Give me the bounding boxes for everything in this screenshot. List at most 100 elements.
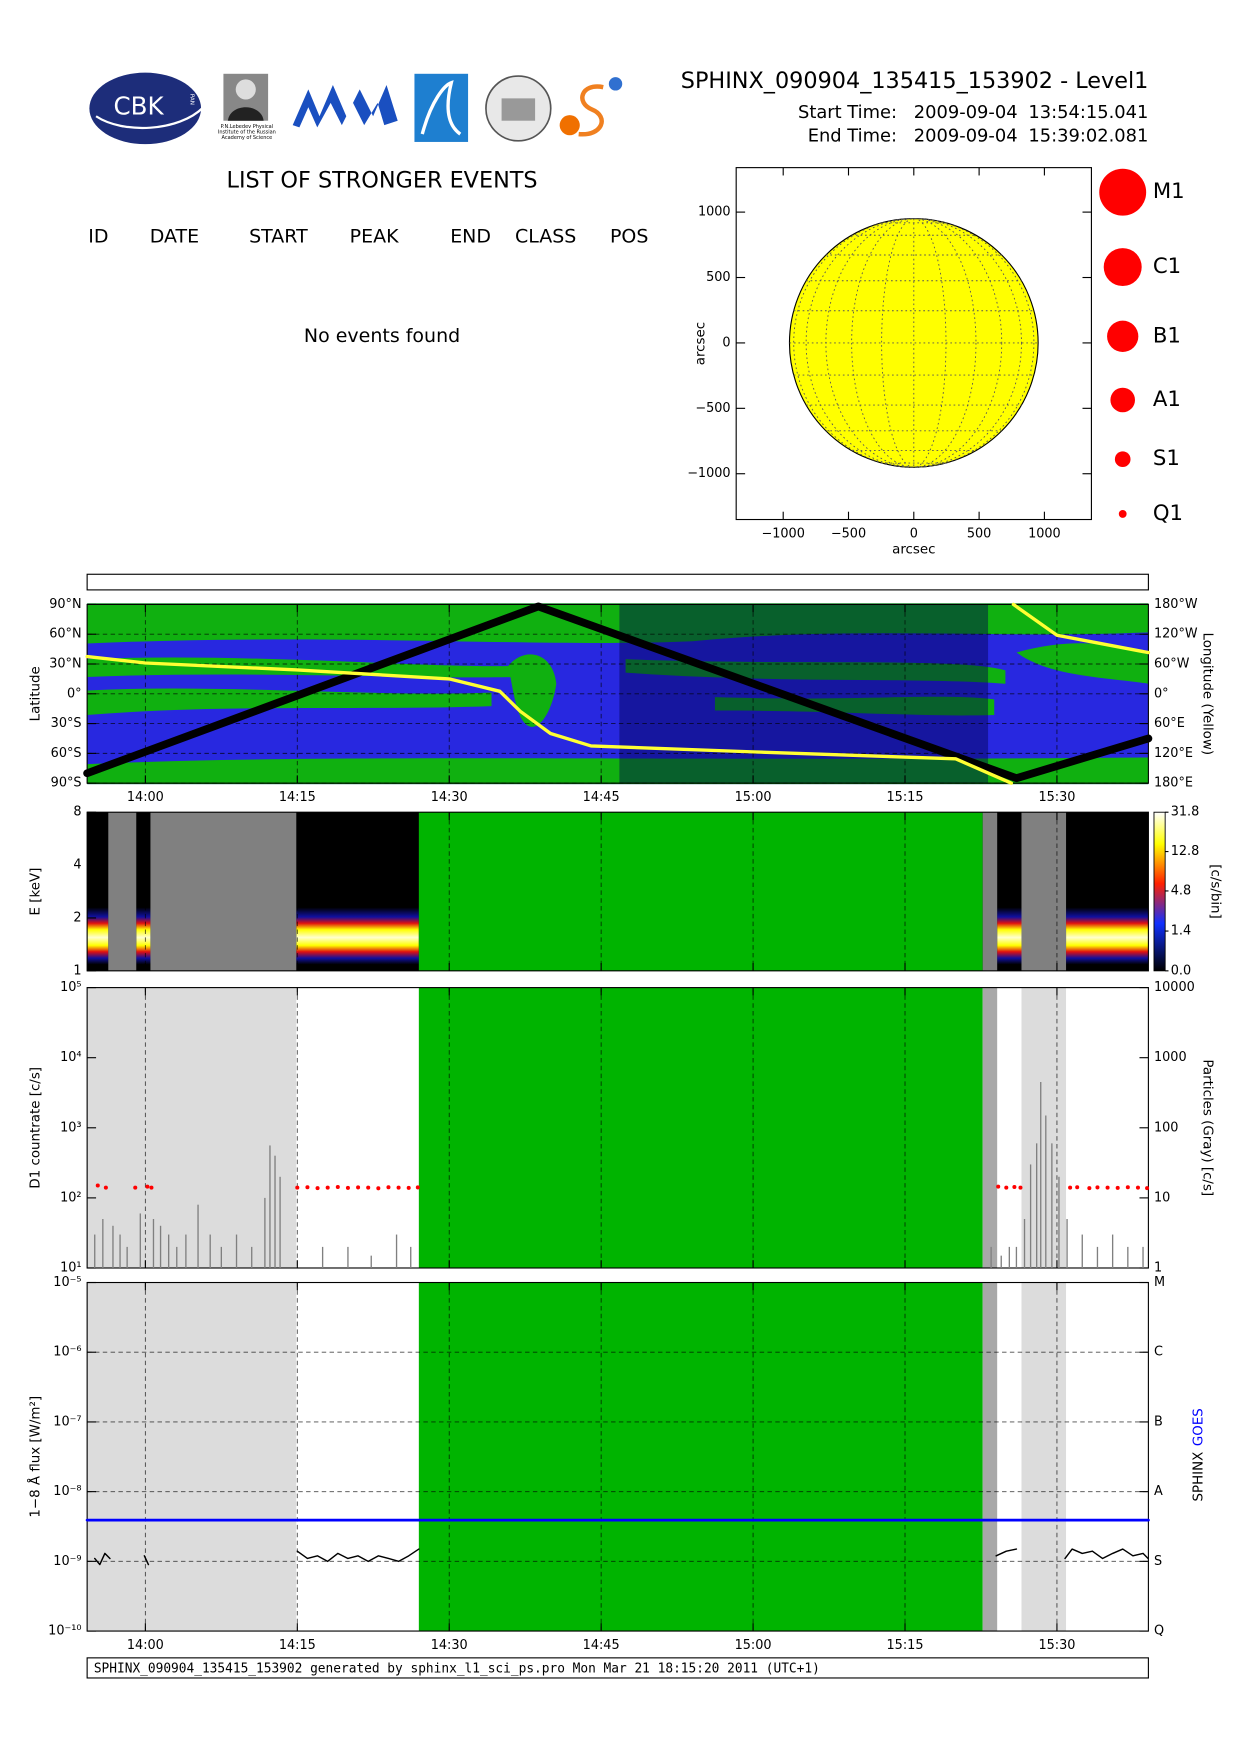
y2-tick-label: 180°W	[1154, 597, 1198, 612]
events-message: No events found	[304, 325, 460, 347]
colorbar-label: 4.8	[1171, 883, 1191, 898]
x-tick-label: 14:45	[583, 1638, 620, 1653]
end-label: End Time:	[808, 125, 897, 146]
lebedev-caption: Academy of Science	[222, 135, 273, 141]
spectrum-interval	[1066, 812, 1149, 971]
data-point	[1075, 1185, 1080, 1190]
spectrum-interval	[136, 812, 151, 971]
plot-frame	[86, 603, 1149, 784]
y-tick-label: 1	[73, 963, 81, 978]
legend-entry: SPHINX	[1192, 1452, 1207, 1502]
y2-tick-label: 1000	[1154, 1050, 1187, 1065]
coverage-interval	[108, 812, 137, 971]
mifi-logo	[292, 84, 398, 128]
coverage-interval	[982, 1282, 998, 1632]
y-axis-label: D1 countrate [c/s]	[29, 1067, 44, 1189]
legend-marker	[1110, 387, 1135, 413]
spectrum-interval	[87, 812, 109, 971]
data-point	[1145, 1186, 1150, 1191]
y-axis-label: arcsec	[693, 322, 708, 365]
data-point	[1135, 1185, 1140, 1190]
map-land	[87, 603, 1149, 644]
legend-label: S1	[1153, 446, 1180, 471]
x-tick-label: 14:30	[431, 1638, 468, 1653]
disk-meridian	[793, 218, 1035, 468]
y-tick-label: 60°N	[49, 627, 81, 642]
end-time: 15:39:02.081	[1028, 125, 1148, 146]
column-header: END	[450, 225, 491, 247]
x-tick-label: 15:30	[1038, 1638, 1075, 1653]
file-title: SPHINX_090904_135415_153902 - Level1	[681, 68, 1149, 94]
x-tick-label: 1000	[1028, 527, 1061, 542]
coverage-interval	[418, 1282, 983, 1632]
data-line	[94, 1548, 1149, 1566]
y2-tick-label: 60°E	[1154, 716, 1185, 731]
x-axis-label: arcsec	[892, 543, 935, 558]
data-line	[83, 602, 1153, 783]
colorbar	[1153, 811, 1166, 972]
y-tick-label: 10⁻⁹	[53, 1554, 81, 1569]
disk-meridian	[805, 218, 1022, 468]
legend-marker	[1118, 510, 1127, 518]
coverage-interval	[418, 987, 983, 1268]
s-logo	[578, 84, 604, 137]
coverage-interval	[418, 812, 983, 971]
map-land	[625, 659, 1006, 684]
y-tick-label: 10⁻⁸	[53, 1484, 81, 1499]
y2-axis-label: Longitude (Yellow)	[1200, 633, 1215, 756]
plot-frame	[86, 1281, 1149, 1632]
y2-tick-label: 1	[1154, 1260, 1162, 1275]
events-title: LIST OF STRONGER EVENTS	[227, 168, 538, 194]
y2-tick-label: 60°W	[1154, 657, 1190, 672]
data-point	[295, 1185, 300, 1190]
x-tick-label: 14:00	[127, 790, 164, 805]
s-logo-sun	[559, 115, 580, 136]
cbk-swoosh	[95, 106, 205, 130]
coverage-interval	[982, 987, 998, 1268]
x-tick-label: 500	[967, 527, 992, 542]
y-tick-label: 30°S	[51, 716, 82, 731]
x-tick-label: 0	[910, 527, 918, 542]
start-date: 2009-09-04	[914, 102, 1018, 123]
legend-label: A1	[1153, 387, 1181, 412]
plot-frame	[735, 167, 1092, 521]
legend: SPHINX GOES	[1192, 1408, 1207, 1501]
column-header: START	[249, 225, 308, 247]
x-tick-label: 15:00	[735, 790, 772, 805]
lebedev-face	[235, 79, 256, 100]
y-tick-label: 10⁻⁷	[53, 1414, 81, 1429]
y-tick-label: 10⁻⁵	[53, 1275, 81, 1290]
data-point	[1004, 1185, 1009, 1190]
lebedev-caption: Institute of the Russian	[218, 129, 276, 135]
y2-tick-label: 0°	[1154, 686, 1169, 701]
empty-bar	[86, 573, 1149, 591]
x-tick-label: 15:15	[887, 790, 924, 805]
logos: CBK PAN P.N.Lebedev Physical Institute o…	[89, 72, 623, 145]
y-tick-label: 60°S	[51, 746, 82, 761]
y2-tick-label: 100	[1154, 1120, 1179, 1135]
colorbar-label: 1.4	[1171, 924, 1191, 939]
x-tick-label: 14:15	[279, 790, 316, 805]
y-tick-label: 0°	[67, 686, 82, 701]
colorbar-label: 31.8	[1171, 805, 1200, 820]
start-time: 13:54:15.041	[1028, 102, 1148, 123]
data-point	[305, 1185, 310, 1190]
colorbar-label: 0.0	[1171, 963, 1191, 978]
legend-label: B1	[1153, 323, 1181, 348]
colorbar-label: 12.8	[1171, 844, 1200, 859]
y-tick-label: 10⁵	[60, 980, 81, 995]
y-tick-label: 90°S	[51, 776, 82, 791]
data-point	[325, 1185, 330, 1190]
plot-frame	[86, 811, 1149, 972]
y2-tick-label: 120°E	[1154, 746, 1193, 761]
data-point	[1068, 1185, 1073, 1190]
legend-label: C1	[1153, 254, 1181, 279]
cbk-logo	[89, 72, 202, 145]
y-tick-label: 0	[722, 335, 730, 350]
legend-marker	[1103, 248, 1142, 287]
data-point	[315, 1186, 320, 1191]
y-tick-label: 4	[73, 858, 81, 873]
data-point	[1105, 1185, 1110, 1190]
column-header: ID	[88, 225, 108, 247]
